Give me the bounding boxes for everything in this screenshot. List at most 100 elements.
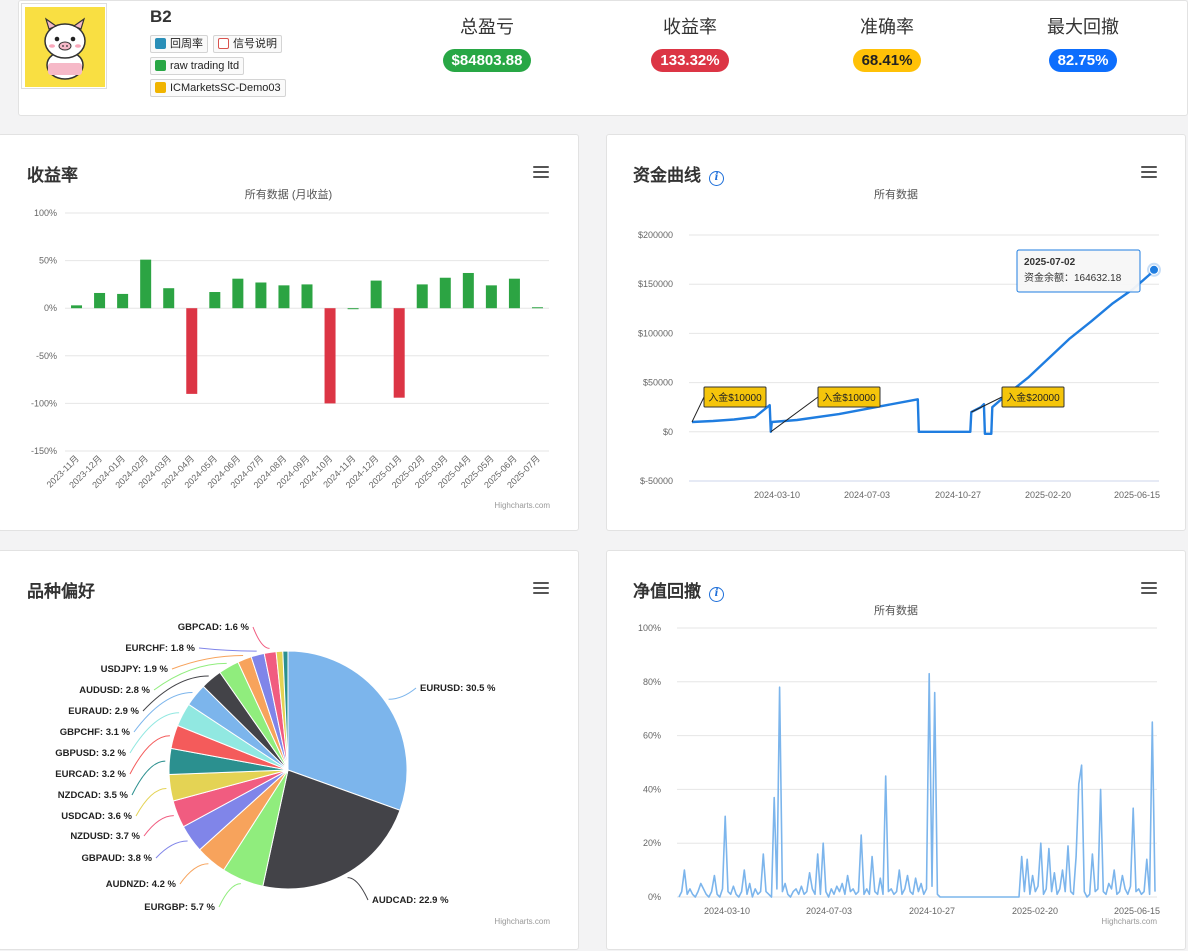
pie-connector [129,735,170,775]
info-icon[interactable]: i [709,587,724,602]
highcharts-credit[interactable]: Highcharts.com [494,501,550,510]
pie-label: EURUSD: 30.5 % [420,683,496,694]
panel-title: 净值回撤 i [633,577,724,602]
deposit-flag-label: 入金$10000 [822,391,876,404]
avatar[interactable] [21,3,107,89]
bar [209,292,221,309]
y-tick-label: 20% [643,838,661,848]
pie-label: USDJPY: 1.9 % [101,664,169,675]
menu-icon[interactable] [533,582,549,594]
pie-connector [155,840,188,859]
profile-header: B2 回周率 信号说明 raw trading ltd ICMarketsSC-… [18,0,1188,116]
pie-connector [142,675,209,712]
pie-label: NZDUSD: 3.7 % [70,831,140,842]
pie-connector [179,863,209,885]
chart-subtitle: 所有数据 [874,605,918,617]
broker-icon [155,60,166,71]
panel-title-text: 净值回撤 [633,582,701,601]
pie-connector [388,687,417,700]
pie-label: EURCAD: 3.2 % [55,769,126,780]
tag-server[interactable]: ICMarketsSC-Demo03 [150,79,286,97]
symbols-panel: 品种偏好 EURUSD: 30.5 % AUDCAD: 22.9 % EURGBP:… [0,550,579,950]
y-tick-label: 80% [643,677,661,687]
bar [232,278,244,309]
chart-subtitle: 所有数据 [874,189,918,201]
bar [485,285,497,309]
bar [186,308,198,394]
bar [255,282,267,309]
menu-icon[interactable] [533,166,549,178]
stat-value-badge: 133.32% [651,49,729,72]
deposit-flag [1001,386,1065,408]
tag-zhou-hui-lu[interactable]: 回周率 [150,35,208,53]
flag-stem [770,396,819,433]
pie-connector [131,760,166,796]
bar [301,284,313,309]
stat-total-pnl: 总盈亏 $84803.88 [407,13,567,72]
x-tick-label: 2025-02-20 [1025,490,1071,500]
y-tick-label: 100% [34,208,57,218]
server-icon [155,82,166,93]
flag-stem [971,396,1003,413]
stat-return-rate: 收益率 133.32% [610,13,770,72]
bar [370,280,382,309]
bar [439,277,451,309]
tag-signal-info[interactable]: 信号说明 [213,35,282,53]
bar [416,284,428,309]
x-tick-label: 2024-03-10 [704,906,750,916]
drawdown-area-chart: 100% 80% 60% 40% 20% 0% 2024-03-10 2024-07-03 20… [638,623,1160,916]
y-tick-label: $150000 [638,279,673,289]
equity-line [691,268,1155,435]
y-tick-label: -50% [36,351,57,361]
tooltip-value: 资金余额：164632.18 [1024,271,1122,284]
info-icon[interactable]: i [709,171,724,186]
pie-label: GBPAUD: 3.8 % [81,853,152,864]
y-tick-label: 0% [44,303,57,313]
bar [347,308,359,310]
pie-connector [133,692,193,733]
bar [71,305,83,309]
pie-connector [135,788,167,817]
pie-connector [143,815,174,837]
chart-subtitle: 所有数据 (月收益) [244,189,333,201]
pie-connector [198,647,257,652]
stat-value-badge: 82.75% [1048,49,1118,72]
pie-connector [218,883,241,908]
deposit-flag [703,386,767,408]
panel-title: 品种偏好 [27,582,95,601]
pie-connector [171,655,244,670]
y-tick-label: 100% [638,623,661,633]
deposit-flag-label: 入金$10000 [708,391,762,404]
pie-label: AUDCAD: 22.9 % [372,895,449,906]
tooltip-date: 2025-07-02 [1024,257,1076,268]
account-name: B2 [150,7,172,26]
menu-icon[interactable] [1141,582,1157,594]
user-icon [155,38,166,49]
tag-label: 回周率 [170,38,203,50]
bar [94,292,106,309]
stat-label: 准确率 [860,17,914,37]
pie-slice [262,769,401,890]
y-tick-label: -100% [31,398,57,408]
pie-label: GBPCAD: 1.6 % [178,622,250,633]
highcharts-credit[interactable]: Highcharts.com [1101,917,1157,926]
tag-broker[interactable]: raw trading ltd [150,57,245,75]
pie-label: EURCHF: 1.8 % [125,643,195,654]
pie-connector [153,662,227,691]
y-tick-label: $100000 [638,328,673,338]
bar [508,278,520,309]
highcharts-credit[interactable]: Highcharts.com [494,917,550,926]
y-tick-label: 50% [39,256,57,266]
menu-icon[interactable] [1141,166,1157,178]
pie-slice [282,650,289,771]
y-tick-label: 60% [643,731,661,741]
pie-label: AUDUSD: 2.8 % [79,685,150,696]
pie-slice [287,650,408,811]
stat-label: 总盈亏 [460,17,514,37]
pig-avatar-image [25,7,105,87]
x-tick-label: 2025-06-15 [1114,490,1160,500]
bar [393,308,405,398]
deposit-flag-label: 入金$20000 [1006,391,1060,404]
x-tick-label: 2025-06-15 [1114,906,1160,916]
flag-stem [691,396,705,423]
